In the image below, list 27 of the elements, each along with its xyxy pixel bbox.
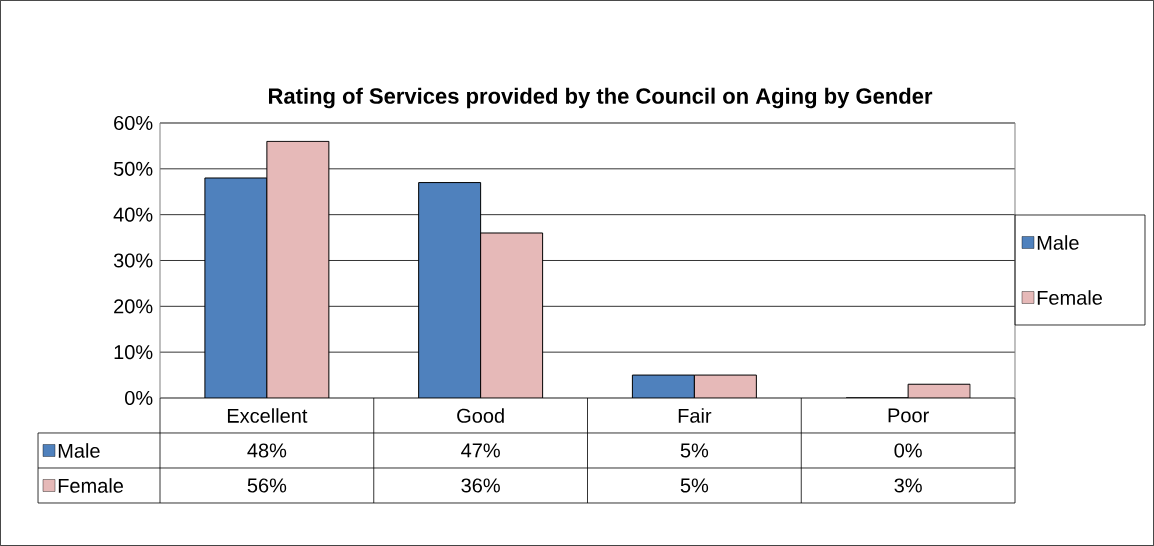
data-label: 47% [461,443,500,458]
bar [631,374,695,398]
x-tick-label: Excellent [227,408,308,423]
y-tick-label: 60% [114,115,153,131]
legend-label: Male [58,443,100,458]
text: Male [1037,235,1079,250]
y-tick-label: 10% [114,345,153,360]
y-tick-label: 50% [113,161,153,176]
data-label: 3% [894,478,922,493]
bar [418,182,482,398]
y-tick-label: 40% [113,207,153,222]
bar [204,177,268,398]
x-tick-label: Good [457,408,504,423]
y-tick-label: 20% [114,299,153,314]
chart-title: Rating of Services provided by the Council on Aging by Gender [269,87,933,109]
data-label: 48% [247,443,287,458]
y-tick-label: 30% [113,253,153,268]
y-tick-label: 0% [125,390,153,406]
data-label: 5% [680,443,709,458]
data-label: 56% [247,478,287,493]
text: Female [58,478,123,493]
data-label: 0% [894,443,922,458]
x-tick-label: Fair [678,408,712,423]
data-label: 5% [680,478,709,493]
legend-label: Female [1037,290,1102,305]
data-label: 36% [461,478,500,493]
x-tick-label: Poor [888,408,929,423]
